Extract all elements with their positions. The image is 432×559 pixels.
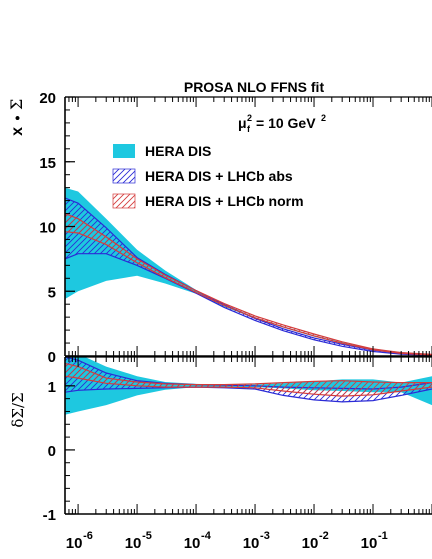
top-y-tick-label: 20: [39, 90, 56, 107]
x-tick-label: 10: [243, 535, 260, 552]
top-y-tick-label: 0: [48, 349, 56, 366]
bottom-hera-dis-lhcb-norm-band: [65, 363, 432, 397]
x-tick-label: 10: [302, 535, 319, 552]
legend: HERA DIS HERA DIS + LHCb abs HERA DIS + …: [112, 143, 304, 209]
x-tick-label-exponent: -1: [378, 530, 388, 542]
top-y-tick-label: 15: [39, 155, 56, 172]
bottom-bands: [65, 357, 432, 415]
bottom-y-tick-label: 1: [48, 379, 56, 396]
x-tick-label: 10: [125, 535, 142, 552]
scale-annotation: μ 2 f = 10 GeV 2: [238, 113, 326, 134]
legend-swatch-lhcb-norm: [112, 193, 136, 209]
top-hera-dis-band: [65, 187, 432, 356]
bottom-panel: -1 0 1: [43, 356, 432, 524]
top-hera-dis-lhcb-abs-lower-edge: [65, 253, 432, 356]
x-tick-label: 10: [361, 535, 378, 552]
x-tick-label: 10: [184, 535, 201, 552]
x-tick-label-exponent: -4: [201, 530, 212, 542]
top-hera-dis-lhcb-norm-upper-edge: [65, 212, 432, 355]
annotation-value: = 10 GeV: [256, 115, 316, 131]
top-axes: 0 5 10 15 20: [39, 90, 432, 366]
x-tick-labels: 10 -6 10 -5 10 -4 10 -3 10 -2 10 -1: [66, 530, 388, 552]
bottom-hera-dis-lhcb-norm-lower-edge: [65, 375, 432, 397]
x-tick-label-exponent: -3: [260, 530, 270, 542]
legend-label-lhcb-abs: HERA DIS + LHCb abs: [145, 168, 293, 184]
legend-label-lhcb-norm: HERA DIS + LHCb norm: [145, 193, 304, 209]
legend-swatch-lhcb-abs: [112, 168, 136, 184]
legend-label-hera: HERA DIS: [145, 143, 211, 159]
x-tick-label-exponent: -6: [83, 530, 93, 542]
annotation-mu-sup: 2: [247, 113, 252, 123]
bottom-y-tick-label: 0: [48, 443, 56, 460]
bottom-ylabel: δΣ/Σ: [9, 392, 27, 427]
annotation-unit-sup: 2: [321, 113, 326, 123]
x-tick-label: 10: [66, 535, 83, 552]
bottom-hera-dis-lhcb-norm-upper-edge: [65, 362, 432, 386]
chart-title: PROSA NLO FFNS fit: [184, 79, 325, 95]
top-panel: 0 5 10 15 20: [39, 90, 432, 366]
top-hera-dis-lhcb-norm-lower-edge: [65, 231, 432, 356]
legend-swatch-hera: [113, 144, 135, 158]
top-bands: [65, 187, 432, 356]
top-ylabel-dot: •: [9, 115, 25, 120]
top-ylabel: x • Σ: [7, 99, 26, 136]
annotation-mu: μ: [238, 115, 247, 131]
bottom-y-tick-label: -1: [43, 507, 56, 524]
top-ylabel-sigma: Σ: [7, 99, 26, 110]
bottom-axes: -1 0 1: [43, 356, 432, 524]
annotation-mu-sub: f: [247, 124, 251, 134]
bottom-hera-dis-lhcb-abs-lower-edge: [65, 386, 432, 403]
x-tick-label-exponent: -2: [319, 530, 329, 542]
top-y-tick-label: 10: [39, 220, 56, 237]
x-tick-label-exponent: -5: [142, 530, 152, 542]
top-ylabel-x: x: [9, 127, 26, 136]
top-y-tick-label: 5: [48, 284, 56, 301]
